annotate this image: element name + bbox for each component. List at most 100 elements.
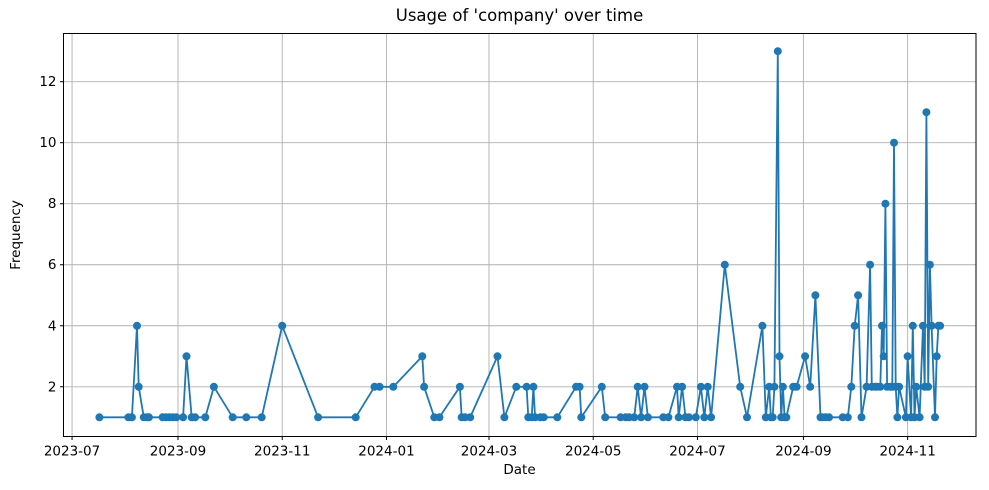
x-tick-label: 2024-01 (358, 444, 414, 460)
data-point (172, 413, 181, 422)
x-tick-label: 2024-05 (565, 444, 621, 460)
data-point (466, 413, 475, 422)
data-point (191, 413, 200, 422)
data-point (529, 382, 538, 391)
y-tick-label: 2 (48, 379, 57, 395)
data-point (908, 321, 917, 330)
data-point (931, 413, 939, 422)
data-point (674, 413, 683, 422)
data-point (678, 382, 687, 391)
data-point (512, 382, 521, 391)
plot-border (63, 33, 977, 437)
data-point (351, 413, 360, 422)
x-axis: 2023-07 2023-09 2023-11 2024-01 2024-03 2024-… (44, 436, 936, 460)
data-point (857, 413, 866, 422)
data-point (575, 382, 584, 391)
data-point (375, 382, 384, 391)
y-axis: 2 4 6 8 10 12 (39, 74, 64, 395)
data-point (773, 47, 782, 56)
data-point (932, 352, 941, 361)
data-point (925, 260, 934, 269)
data-point (811, 291, 820, 300)
data-point (703, 382, 712, 391)
data-point (500, 413, 509, 422)
data-point (637, 413, 646, 422)
data-point (182, 352, 191, 361)
data-point (879, 352, 888, 361)
data-point (893, 413, 902, 422)
data-point (854, 291, 863, 300)
data-point (912, 382, 921, 391)
data-point (522, 382, 531, 391)
x-tick-label: 2024-09 (775, 444, 831, 460)
data-point (792, 382, 801, 391)
data-point (927, 321, 936, 330)
data-point (179, 413, 188, 422)
data-point (418, 352, 427, 361)
data-point (736, 382, 745, 391)
data-point (878, 321, 886, 330)
data-point (707, 413, 716, 422)
data-point (127, 413, 136, 422)
data-point (825, 413, 833, 422)
data-point (95, 413, 104, 422)
x-tick-label: 2023-07 (44, 444, 100, 460)
data-point (881, 199, 890, 208)
data-point (850, 321, 859, 330)
data-point (700, 413, 709, 422)
data-point (843, 413, 852, 422)
data-point (242, 413, 251, 422)
data-point (768, 413, 777, 422)
x-tick-label: 2024-07 (669, 444, 725, 460)
data-point (601, 413, 610, 422)
data-point (919, 321, 927, 330)
data-line (98, 50, 941, 419)
data-point (684, 413, 693, 422)
data-point (691, 413, 700, 422)
data-point (455, 382, 464, 391)
x-tick-label: 2024-11 (879, 444, 935, 460)
data-point (435, 413, 444, 422)
data-point (782, 413, 791, 422)
x-tick-label: 2023-11 (254, 444, 310, 460)
data-point (643, 413, 652, 422)
data-point (696, 382, 705, 391)
data-point (134, 382, 143, 391)
data-point (915, 413, 924, 422)
data-point (664, 413, 673, 422)
data-point (553, 413, 562, 422)
data-point (144, 413, 153, 422)
data-point (420, 382, 429, 391)
data-point (895, 382, 904, 391)
data-point (758, 321, 767, 330)
grid-lines (63, 33, 976, 437)
y-tick-label: 6 (48, 257, 57, 273)
x-tick-label: 2023-09 (150, 444, 206, 460)
x-axis-label: Date (503, 462, 536, 478)
data-point (633, 382, 642, 391)
data-point (278, 321, 287, 330)
data-point (806, 382, 815, 391)
data-point (201, 413, 210, 422)
data-point (257, 413, 266, 422)
data-point (133, 321, 141, 330)
data-point (228, 413, 237, 422)
data-point (743, 413, 751, 422)
data-point (778, 382, 787, 391)
data-point (847, 382, 856, 391)
data-point (597, 382, 606, 391)
data-point (876, 382, 885, 391)
x-tick-label: 2024-03 (461, 444, 517, 460)
data-point (630, 413, 639, 422)
data-points (95, 47, 945, 422)
y-tick-label: 8 (48, 196, 57, 212)
data-point (209, 382, 218, 391)
data-point (903, 352, 912, 361)
y-tick-label: 4 (48, 318, 57, 334)
y-tick-label: 12 (39, 74, 56, 90)
data-point (389, 382, 398, 391)
data-point (801, 352, 810, 361)
data-point (890, 138, 898, 147)
chart-title: Usage of 'company' over time (395, 6, 644, 25)
